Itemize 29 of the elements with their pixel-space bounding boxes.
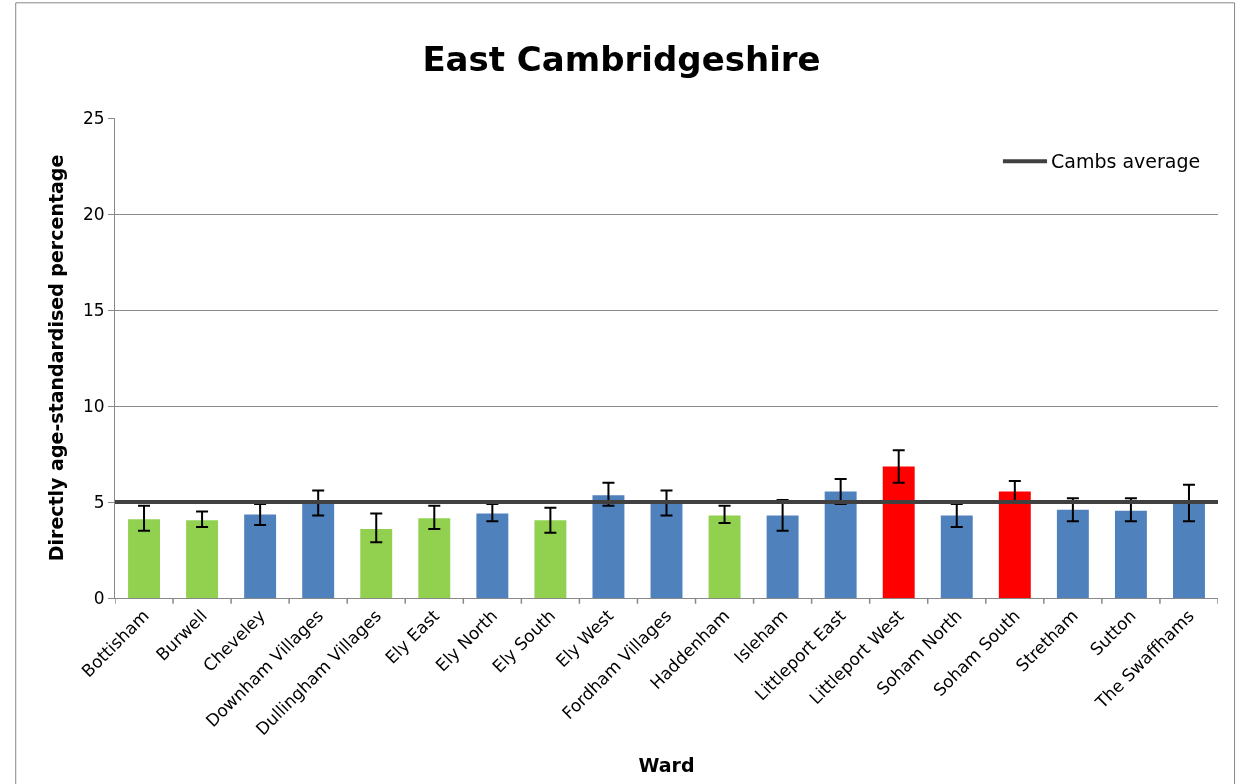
y-tick-label: 25 [82, 107, 105, 128]
y-axis-title: Directly age-standardised percentage [44, 154, 67, 562]
bar [940, 515, 973, 598]
x-axis-title: Ward [638, 753, 695, 776]
bar [882, 466, 915, 598]
bar [534, 520, 567, 598]
y-tick-label: 5 [93, 491, 105, 512]
bar [360, 528, 393, 598]
bar [476, 513, 509, 598]
bar [592, 495, 625, 598]
bar [128, 519, 160, 598]
bar [650, 502, 683, 598]
bar [1173, 502, 1205, 598]
y-tick-label: 20 [82, 203, 105, 224]
bar [1114, 510, 1147, 598]
y-tick-label: 15 [82, 299, 105, 320]
bar [766, 515, 799, 598]
bar [824, 491, 857, 598]
y-tick-label: 10 [82, 395, 105, 416]
y-tick-label: 0 [93, 587, 105, 608]
bar [1056, 509, 1089, 598]
bar [418, 518, 451, 598]
bar [708, 515, 741, 598]
legend-label: Cambs average [1051, 150, 1201, 172]
bar [186, 520, 219, 598]
bar [302, 502, 335, 598]
chart-title: East Cambridgeshire [422, 38, 821, 79]
bar [244, 514, 277, 598]
bar [998, 491, 1031, 598]
